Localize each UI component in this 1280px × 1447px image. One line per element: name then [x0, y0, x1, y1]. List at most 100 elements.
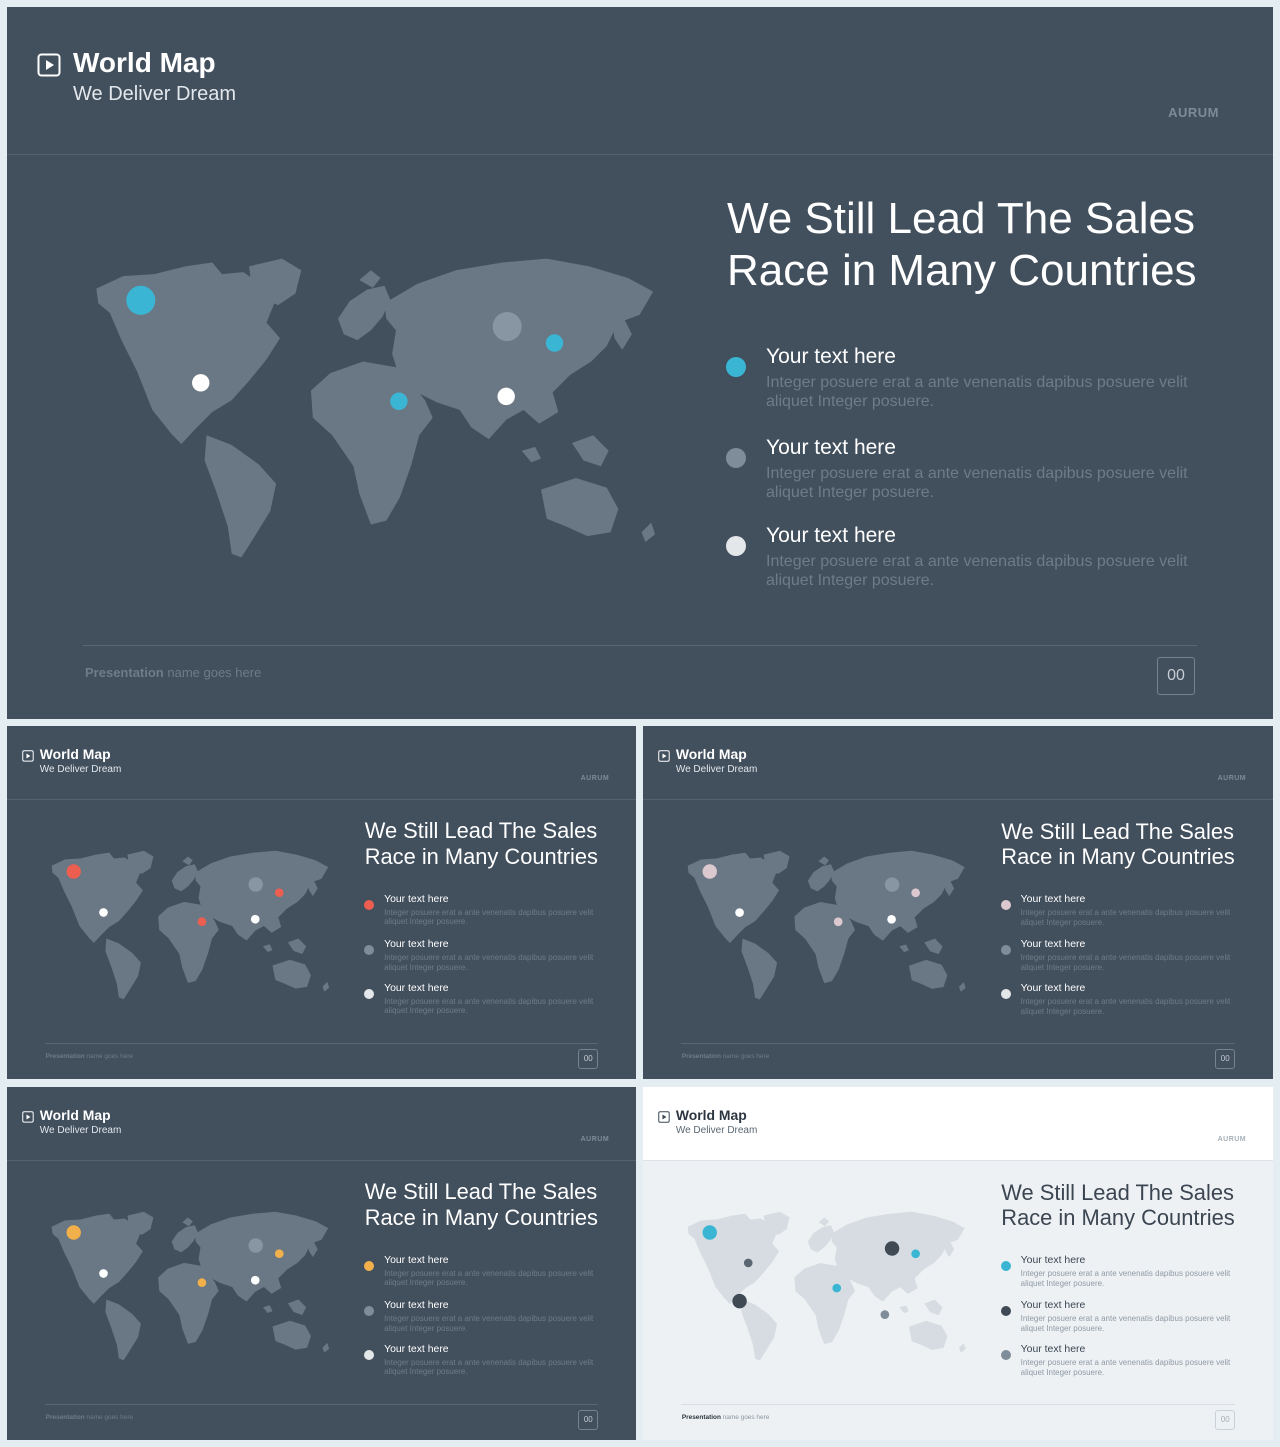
map-marker — [880, 1310, 890, 1320]
play-icon — [22, 1110, 34, 1123]
continent-shape — [741, 1300, 777, 1361]
legend-item: Your text here Integer posuere erat a ant… — [726, 524, 1206, 594]
continent-shape — [763, 851, 790, 875]
footer-divider — [680, 1404, 1236, 1406]
footer-rest: name goes here — [84, 1413, 134, 1421]
continent-shape — [322, 982, 329, 992]
continent-shape — [171, 1225, 198, 1253]
continent-shape — [763, 1212, 790, 1236]
continent-shape — [924, 939, 943, 955]
continent-shape — [687, 853, 779, 944]
headline-line: We Still Lead The Sales — [727, 194, 1195, 243]
legend-item: Your text here Integer posuere erat a ant… — [1000, 1344, 1240, 1379]
legend-label: Your text here — [766, 524, 896, 547]
legend-item: Your text here Integer posuere erat a ant… — [1000, 894, 1240, 929]
headline-line: Race in Many Countries — [364, 844, 598, 870]
legend-dot — [1000, 989, 1011, 1000]
slide-light[interactable]: World Map We Deliver Dream AURUM We Still L… — [643, 1087, 1273, 1440]
continent-shape — [944, 1242, 954, 1258]
legend-item: Your text here Integer posuere erat a ant… — [364, 1300, 602, 1335]
map-marker — [197, 1278, 207, 1288]
footer-rest: name goes here — [163, 665, 262, 680]
map-marker — [66, 1225, 81, 1240]
legend-label: Your text here — [1020, 939, 1086, 951]
legend-label: Your text here — [384, 1343, 449, 1355]
slide-title: World Map — [39, 1106, 111, 1123]
map-marker — [743, 1259, 753, 1268]
map-marker — [390, 392, 408, 410]
map-marker — [274, 1249, 284, 1259]
map-marker — [735, 908, 744, 918]
legend-description: Integer posuere erat a ante venenatis da… — [384, 996, 594, 1016]
continent-shape — [830, 851, 965, 942]
map-marker — [884, 1241, 900, 1257]
legend-item: Your text here Integer posuere erat a ant… — [364, 939, 602, 974]
slide-orange[interactable]: World Map We Deliver Dream AURUM We Still L… — [7, 1087, 636, 1440]
continent-shape — [51, 1213, 143, 1305]
legend-dot — [1000, 1350, 1011, 1361]
continent-shape — [641, 522, 656, 542]
legend-item: Your text here Integer posuere erat a ant… — [726, 436, 1206, 506]
footer-divider — [680, 1043, 1236, 1045]
legend-description: Integer posuere erat a ante venenatis da… — [384, 1268, 594, 1288]
page-number: 00 — [1157, 657, 1195, 695]
legend-dot — [726, 357, 746, 377]
legend-dot — [1000, 1306, 1011, 1317]
footer-caption: Presentation name goes here — [682, 1414, 770, 1421]
slide-subtitle: We Deliver Dream — [675, 1124, 758, 1136]
world-map — [77, 245, 657, 575]
map-marker — [911, 888, 920, 898]
slide-red[interactable]: World Map We Deliver Dream AURUM We Still L… — [7, 726, 636, 1079]
brand-label: AURUM — [580, 1135, 610, 1143]
legend-description: Integer posuere erat a ante venenatis da… — [766, 374, 1188, 411]
brand-label: AURUM — [1217, 1135, 1247, 1143]
legend-description: Integer posuere erat a ante venenatis da… — [1020, 1314, 1231, 1333]
headline-line: We Still Lead The Sales — [1001, 818, 1234, 844]
continent-shape — [105, 938, 141, 1000]
legend-label: Your text here — [1020, 1300, 1086, 1312]
map-marker — [126, 285, 156, 315]
footer-caption: Presentation name goes here — [682, 1053, 770, 1060]
legend-description: Integer posuere erat a ante venenatis da… — [1020, 1269, 1231, 1288]
slide-main[interactable]: World Map We Deliver Dream AURUM We Still L… — [7, 7, 1273, 719]
continent-shape — [958, 1343, 966, 1354]
legend-description: Integer posuere erat a ante venenatis da… — [766, 553, 1188, 590]
map-marker — [884, 877, 900, 893]
page-number: 00 — [578, 1409, 599, 1430]
map-marker — [833, 917, 843, 927]
continent-shape — [194, 1211, 329, 1302]
continent-shape — [287, 1299, 306, 1316]
continent-shape — [571, 435, 609, 467]
page-number: 00 — [1215, 1049, 1236, 1070]
play-icon — [22, 749, 34, 762]
continent-shape — [794, 1263, 855, 1345]
slide-pink[interactable]: World Map We Deliver Dream AURUM We Still L… — [643, 726, 1273, 1079]
legend-dot — [364, 1306, 375, 1316]
legend-dot — [364, 988, 375, 999]
slide-title: World Map — [73, 47, 216, 78]
headline-line: Race in Many Countries — [364, 1205, 598, 1231]
legend-label: Your text here — [766, 436, 896, 459]
continent-shape — [338, 285, 391, 341]
world-map — [42, 844, 330, 1008]
legend-item: Your text here Integer posuere erat a ant… — [1000, 1255, 1240, 1290]
legend-dot — [1000, 900, 1011, 911]
continent-shape — [307, 880, 318, 897]
page-number: 00 — [1215, 1410, 1236, 1431]
headline: We Still Lead The Sales Race in Many Coun… — [365, 1179, 598, 1231]
legend-label: Your text here — [384, 982, 449, 994]
map-marker — [250, 1276, 260, 1285]
slide-title: World Map — [675, 1106, 747, 1123]
continent-shape — [521, 446, 541, 463]
headline: We Still Lead The Sales Race in Many Coun… — [1001, 1180, 1234, 1232]
continent-shape — [204, 435, 277, 558]
legend-dot — [1000, 945, 1011, 956]
legend-label: Your text here — [1020, 894, 1086, 906]
map-marker — [832, 1284, 841, 1293]
slide-header — [7, 1087, 636, 1160]
header-divider — [7, 1160, 636, 1162]
continent-shape — [51, 852, 143, 944]
map-marker — [732, 1294, 747, 1309]
continent-shape — [322, 1343, 329, 1353]
headline-line: We Still Lead The Sales — [1001, 1179, 1234, 1205]
